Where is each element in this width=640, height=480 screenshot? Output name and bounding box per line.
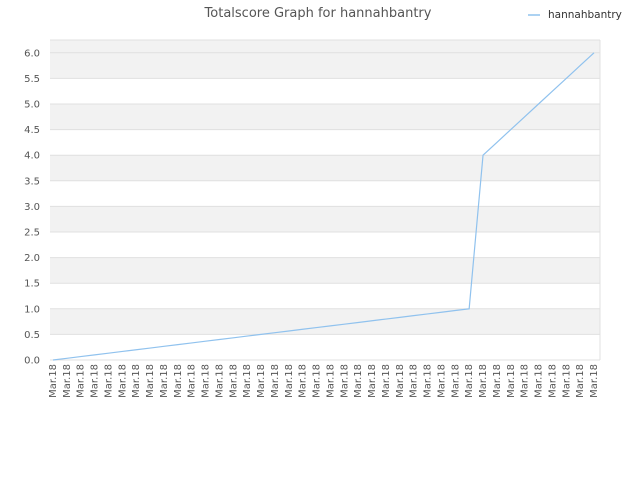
y-tick-label: 0.0 — [24, 356, 40, 367]
grid-band — [50, 308, 600, 335]
x-tick-label: Mar.18 — [353, 364, 364, 398]
x-tick-label: Mar.18 — [48, 364, 59, 398]
grid-band — [50, 232, 600, 258]
y-tick-label: 6.0 — [24, 48, 40, 59]
x-tick-label: Mar.18 — [228, 364, 239, 398]
y-tick-label: 1.5 — [24, 279, 40, 290]
x-tick-label: Mar.18 — [547, 364, 558, 398]
x-tick-label: Mar.18 — [339, 364, 350, 398]
y-tick-label: 5.5 — [24, 74, 40, 85]
y-tick-label: 5.0 — [24, 100, 40, 111]
x-tick-label: Mar.18 — [270, 364, 281, 398]
x-tick-label: Mar.18 — [173, 364, 184, 398]
grid-bands — [50, 40, 600, 360]
x-tick-label: Mar.18 — [423, 364, 434, 398]
y-tick-label: 2.5 — [24, 228, 40, 239]
series-line-hannahbantry — [52, 52, 595, 361]
x-tick-label: Mar.18 — [478, 364, 489, 398]
grid-band — [50, 283, 600, 309]
x-tick-label: Mar.18 — [103, 364, 114, 398]
x-tick-label: Mar.18 — [312, 364, 323, 398]
y-tick-label: 1.0 — [24, 304, 40, 315]
grid-band — [50, 40, 600, 53]
grid-band — [50, 180, 600, 207]
x-tick-label: Mar.18 — [534, 364, 545, 398]
chart-title: Totalscore Graph for hannahbantry — [204, 6, 432, 21]
series-group — [52, 52, 595, 361]
grid-band — [50, 155, 600, 181]
y-axis-ticks: 0.0 0.5 1.0 1.5 2.0 2.5 3.0 3.5 4.0 4.5 5.0 5.5 6.0 — [24, 48, 40, 366]
x-tick-label: Mar.18 — [395, 364, 406, 398]
x-tick-label: Mar.18 — [492, 364, 503, 398]
x-tick-label: Mar.18 — [62, 364, 73, 398]
x-axis-ticks: Mar.18 Mar.18 Mar.18 Mar.18 Mar.18 Mar.18 Mar.… — [48, 364, 600, 398]
x-tick-label: Mar.18 — [298, 364, 309, 398]
y-tick-label: 4.5 — [24, 125, 40, 136]
x-tick-label: Mar.18 — [145, 364, 156, 398]
grid-band — [50, 257, 600, 284]
x-tick-label: Mar.18 — [90, 364, 101, 398]
x-tick-label: Mar.18 — [256, 364, 267, 398]
grid-band — [50, 334, 600, 360]
x-tick-label: Mar.18 — [242, 364, 253, 398]
x-tick-label: Mar.18 — [575, 364, 586, 398]
x-tick-label: Mar.18 — [284, 364, 295, 398]
x-tick-label: Mar.18 — [131, 364, 142, 398]
x-tick-label: Mar.18 — [450, 364, 461, 398]
x-tick-label: Mar.18 — [561, 364, 572, 398]
x-tick-label: Mar.18 — [214, 364, 225, 398]
gridlines — [50, 39, 601, 361]
legend-label: hannahbantry — [548, 9, 622, 21]
legend: hannahbantry — [528, 9, 622, 21]
grid-band — [50, 78, 600, 104]
grid-band — [50, 52, 600, 79]
y-tick-label: 4.0 — [24, 151, 40, 162]
x-tick-label: Mar.18 — [187, 364, 198, 398]
y-tick-label: 0.5 — [24, 330, 40, 341]
x-tick-label: Mar.18 — [325, 364, 336, 398]
x-tick-label: Mar.18 — [159, 364, 170, 398]
x-tick-label: Mar.18 — [409, 364, 420, 398]
x-tick-label: Mar.18 — [520, 364, 531, 398]
x-tick-label: Mar.18 — [436, 364, 447, 398]
x-tick-label: Mar.18 — [201, 364, 212, 398]
x-tick-label: Mar.18 — [76, 364, 87, 398]
x-tick-label: Mar.18 — [381, 364, 392, 398]
y-tick-label: 3.5 — [24, 176, 40, 187]
grid-band — [50, 129, 600, 156]
x-tick-label: Mar.18 — [367, 364, 378, 398]
y-tick-label: 3.0 — [24, 202, 40, 213]
y-tick-label: 2.0 — [24, 253, 40, 264]
x-tick-label: Mar.18 — [506, 364, 517, 398]
grid-band — [50, 206, 600, 232]
grid-band — [50, 104, 600, 130]
x-tick-label: Mar.18 — [117, 364, 128, 398]
x-tick-label: Mar.18 — [589, 364, 600, 398]
x-tick-label: Mar.18 — [464, 364, 475, 398]
